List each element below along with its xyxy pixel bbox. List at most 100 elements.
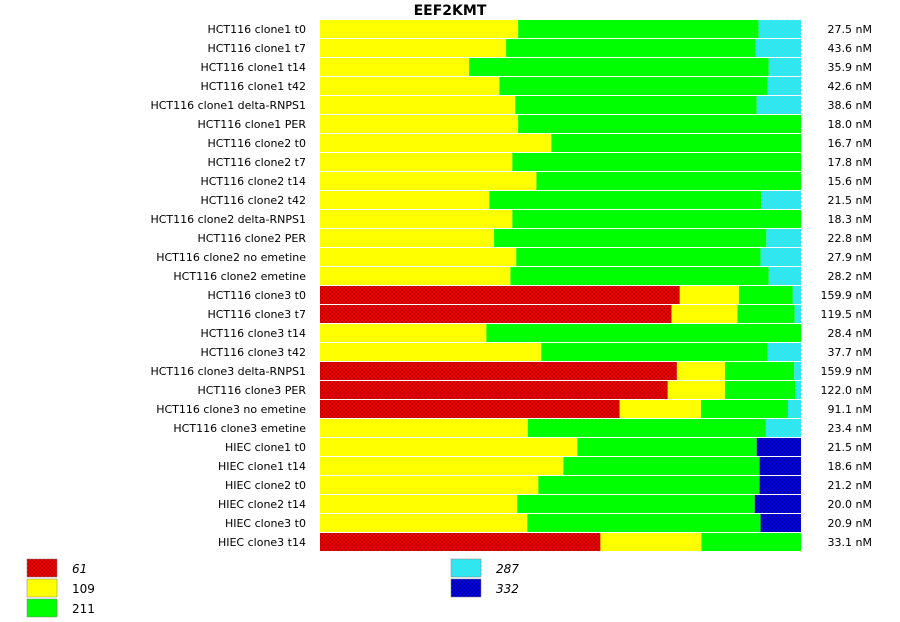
- row-total-hct116-clone2-t14: 15.6 nM: [828, 175, 872, 188]
- bar-segment-hct116-clone2-emetine-287: [768, 267, 801, 285]
- bar-segment-hct116-clone2-no-emetine-109: [320, 248, 517, 266]
- bar-segment-hiec-clone2-t0-211: [538, 476, 760, 494]
- row-label-hiec-clone3-t0: HIEC clone3 t0: [225, 517, 306, 530]
- row-total-hct116-clone3-t7: 119.5 nM: [821, 308, 872, 321]
- row-label-hct116-clone2-emetine: HCT116 clone2 emetine: [173, 270, 306, 283]
- bar-segment-hct116-clone1-t42-287: [767, 77, 801, 95]
- bar-segment-hiec-clone1-t14-332: [759, 457, 801, 475]
- row-total-hiec-clone1-t14: 18.6 nM: [828, 460, 872, 473]
- row-total-hct116-clone1-t0: 27.5 nM: [828, 23, 872, 36]
- row-total-hct116-clone2-t7: 17.8 nM: [828, 156, 872, 169]
- row-total-hct116-clone2-emetine: 28.2 nM: [828, 270, 872, 283]
- legend-label-287: 287: [496, 562, 519, 576]
- bar-segment-hct116-clone3-emetine-287: [765, 419, 801, 437]
- bar-segment-hct116-clone3-no-emetine-287: [788, 400, 801, 418]
- row-total-hct116-clone3-per: 122.0 nM: [821, 384, 872, 397]
- bar-segment-hct116-clone3-per-109: [667, 381, 725, 399]
- row-label-hct116-clone2-t7: HCT116 clone2 t7: [207, 156, 306, 169]
- bar-segment-hct116-clone3-delta-rnps1-61: [320, 362, 677, 380]
- bar-segment-hct116-clone1-t0-287: [758, 20, 801, 38]
- bar-segment-hct116-clone3-t42-109: [320, 343, 542, 361]
- bar-segment-hiec-clone2-t0-332: [759, 476, 801, 494]
- bar-segment-hct116-clone1-t0-109: [320, 20, 519, 38]
- bar-segment-hct116-clone3-per-211: [725, 381, 796, 399]
- bar-segment-hiec-clone1-t0-332: [756, 438, 801, 456]
- chart-title: EEF2KMT: [414, 3, 487, 19]
- row-total-hct116-clone3-t14: 28.4 nM: [828, 327, 872, 340]
- row-label-hiec-clone1-t14: HIEC clone1 t14: [218, 460, 306, 473]
- bar-segment-hct116-clone3-delta-rnps1-109: [676, 362, 725, 380]
- bar-segment-hct116-clone2-t14-211: [536, 172, 801, 190]
- row-total-hct116-clone2-per: 22.8 nM: [828, 232, 872, 245]
- bar-segment-hct116-clone1-t7-211: [506, 39, 756, 57]
- row-label-hct116-clone1-t14: HCT116 clone1 t14: [200, 61, 306, 74]
- bar-segment-hct116-clone1-per-109: [320, 115, 519, 133]
- bar-segment-hct116-clone2-t42-287: [761, 191, 801, 209]
- row-total-hct116-clone3-emetine: 23.4 nM: [828, 422, 872, 435]
- row-total-hct116-clone3-t0: 159.9 nM: [821, 289, 872, 302]
- bar-segment-hct116-clone1-t7-109: [320, 39, 507, 57]
- bar-segment-hct116-clone3-t42-211: [541, 343, 768, 361]
- bar-segment-hct116-clone3-emetine-211: [527, 419, 766, 437]
- bar-segment-hct116-clone3-no-emetine-211: [700, 400, 789, 418]
- bar-segment-hiec-clone3-t14-211: [701, 533, 801, 551]
- row-label-hct116-clone2-t0: HCT116 clone2 t0: [207, 137, 306, 150]
- bar-segment-hct116-clone3-t7-109: [671, 305, 738, 323]
- bar-segment-hct116-clone3-per-287: [795, 381, 801, 399]
- bar-segment-hct116-clone2-per-211: [494, 229, 767, 247]
- row-total-hiec-clone2-t0: 21.2 nM: [828, 479, 872, 492]
- bar-segment-hct116-clone3-delta-rnps1-211: [725, 362, 795, 380]
- bar-segment-hct116-clone1-delta-rnps1-211: [515, 96, 757, 114]
- legend: 61 109 211 287 332: [26, 558, 519, 618]
- bar-segment-hct116-clone3-t42-287: [767, 343, 801, 361]
- row-label-hct116-clone2-no-emetine: HCT116 clone2 no emetine: [156, 251, 306, 264]
- bar-rows: HCT116 clone1 t0 27.5 nM HCT116 clone1 t7 4…: [150, 20, 872, 551]
- row-total-hct116-clone1-per: 18.0 nM: [828, 118, 872, 131]
- bar-segment-hiec-clone3-t0-211: [527, 514, 761, 532]
- bar-segment-hct116-clone1-delta-rnps1-109: [320, 96, 516, 114]
- bar-segment-hiec-clone1-t0-109: [320, 438, 578, 456]
- bar-segment-hct116-clone1-t42-109: [320, 77, 500, 95]
- bar-segment-hct116-clone2-emetine-109: [320, 267, 511, 285]
- row-total-hiec-clone3-t14: 33.1 nM: [828, 536, 872, 549]
- row-total-hct116-clone1-t7: 43.6 nM: [828, 42, 872, 55]
- bar-segment-hct116-clone3-emetine-109: [320, 419, 528, 437]
- legend-label-109: 109: [72, 582, 95, 596]
- row-label-hct116-clone3-emetine: HCT116 clone3 emetine: [173, 422, 306, 435]
- legend-label-332: 332: [496, 582, 519, 596]
- bar-segment-hct116-clone3-t0-211: [738, 286, 793, 304]
- bar-segment-hiec-clone3-t14-61: [320, 533, 601, 551]
- row-total-hct116-clone1-delta-rnps1: 38.6 nM: [828, 99, 872, 112]
- row-label-hct116-clone1-t7: HCT116 clone1 t7: [207, 42, 306, 55]
- legend-swatch-109: [26, 578, 58, 598]
- row-total-hct116-clone2-delta-rnps1: 18.3 nM: [828, 213, 872, 226]
- row-label-hct116-clone1-t42: HCT116 clone1 t42: [200, 80, 306, 93]
- row-label-hct116-clone3-t42: HCT116 clone3 t42: [200, 346, 306, 359]
- bar-segment-hct116-clone2-t42-211: [489, 191, 762, 209]
- bar-segment-hct116-clone1-t14-109: [320, 58, 470, 76]
- bar-segment-hct116-clone3-t0-109: [679, 286, 739, 304]
- bar-segment-hct116-clone2-per-109: [320, 229, 495, 247]
- bar-segment-hct116-clone2-t42-109: [320, 191, 490, 209]
- bar-segment-hct116-clone1-t14-211: [469, 58, 769, 76]
- bar-segment-hct116-clone1-t42-211: [499, 77, 768, 95]
- row-total-hiec-clone2-t14: 20.0 nM: [828, 498, 872, 511]
- row-label-hct116-clone3-no-emetine: HCT116 clone3 no emetine: [156, 403, 306, 416]
- bar-segment-hct116-clone1-t0-211: [518, 20, 759, 38]
- row-total-hct116-clone2-no-emetine: 27.9 nM: [828, 251, 872, 264]
- row-label-hct116-clone2-t42: HCT116 clone2 t42: [200, 194, 306, 207]
- legend-swatch-332: [450, 578, 482, 598]
- bar-segment-hiec-clone1-t14-109: [320, 457, 564, 475]
- bar-segment-hct116-clone3-no-emetine-61: [320, 400, 620, 418]
- row-label-hct116-clone1-delta-rnps1: HCT116 clone1 delta-RNPS1: [150, 99, 306, 112]
- row-total-hct116-clone3-delta-rnps1: 159.9 nM: [821, 365, 872, 378]
- bar-segment-hct116-clone1-delta-rnps1-287: [756, 96, 801, 114]
- row-total-hct116-clone3-no-emetine: 91.1 nM: [828, 403, 872, 416]
- row-total-hct116-clone2-t0: 16.7 nM: [828, 137, 872, 150]
- legend-label-61: 61: [72, 562, 87, 576]
- bar-segment-hct116-clone2-per-287: [766, 229, 801, 247]
- bar-segment-hct116-clone3-no-emetine-109: [619, 400, 701, 418]
- row-total-hct116-clone2-t42: 21.5 nM: [828, 194, 872, 207]
- bar-segment-hct116-clone2-t0-109: [320, 134, 552, 152]
- bar-segment-hct116-clone3-t14-109: [320, 324, 487, 342]
